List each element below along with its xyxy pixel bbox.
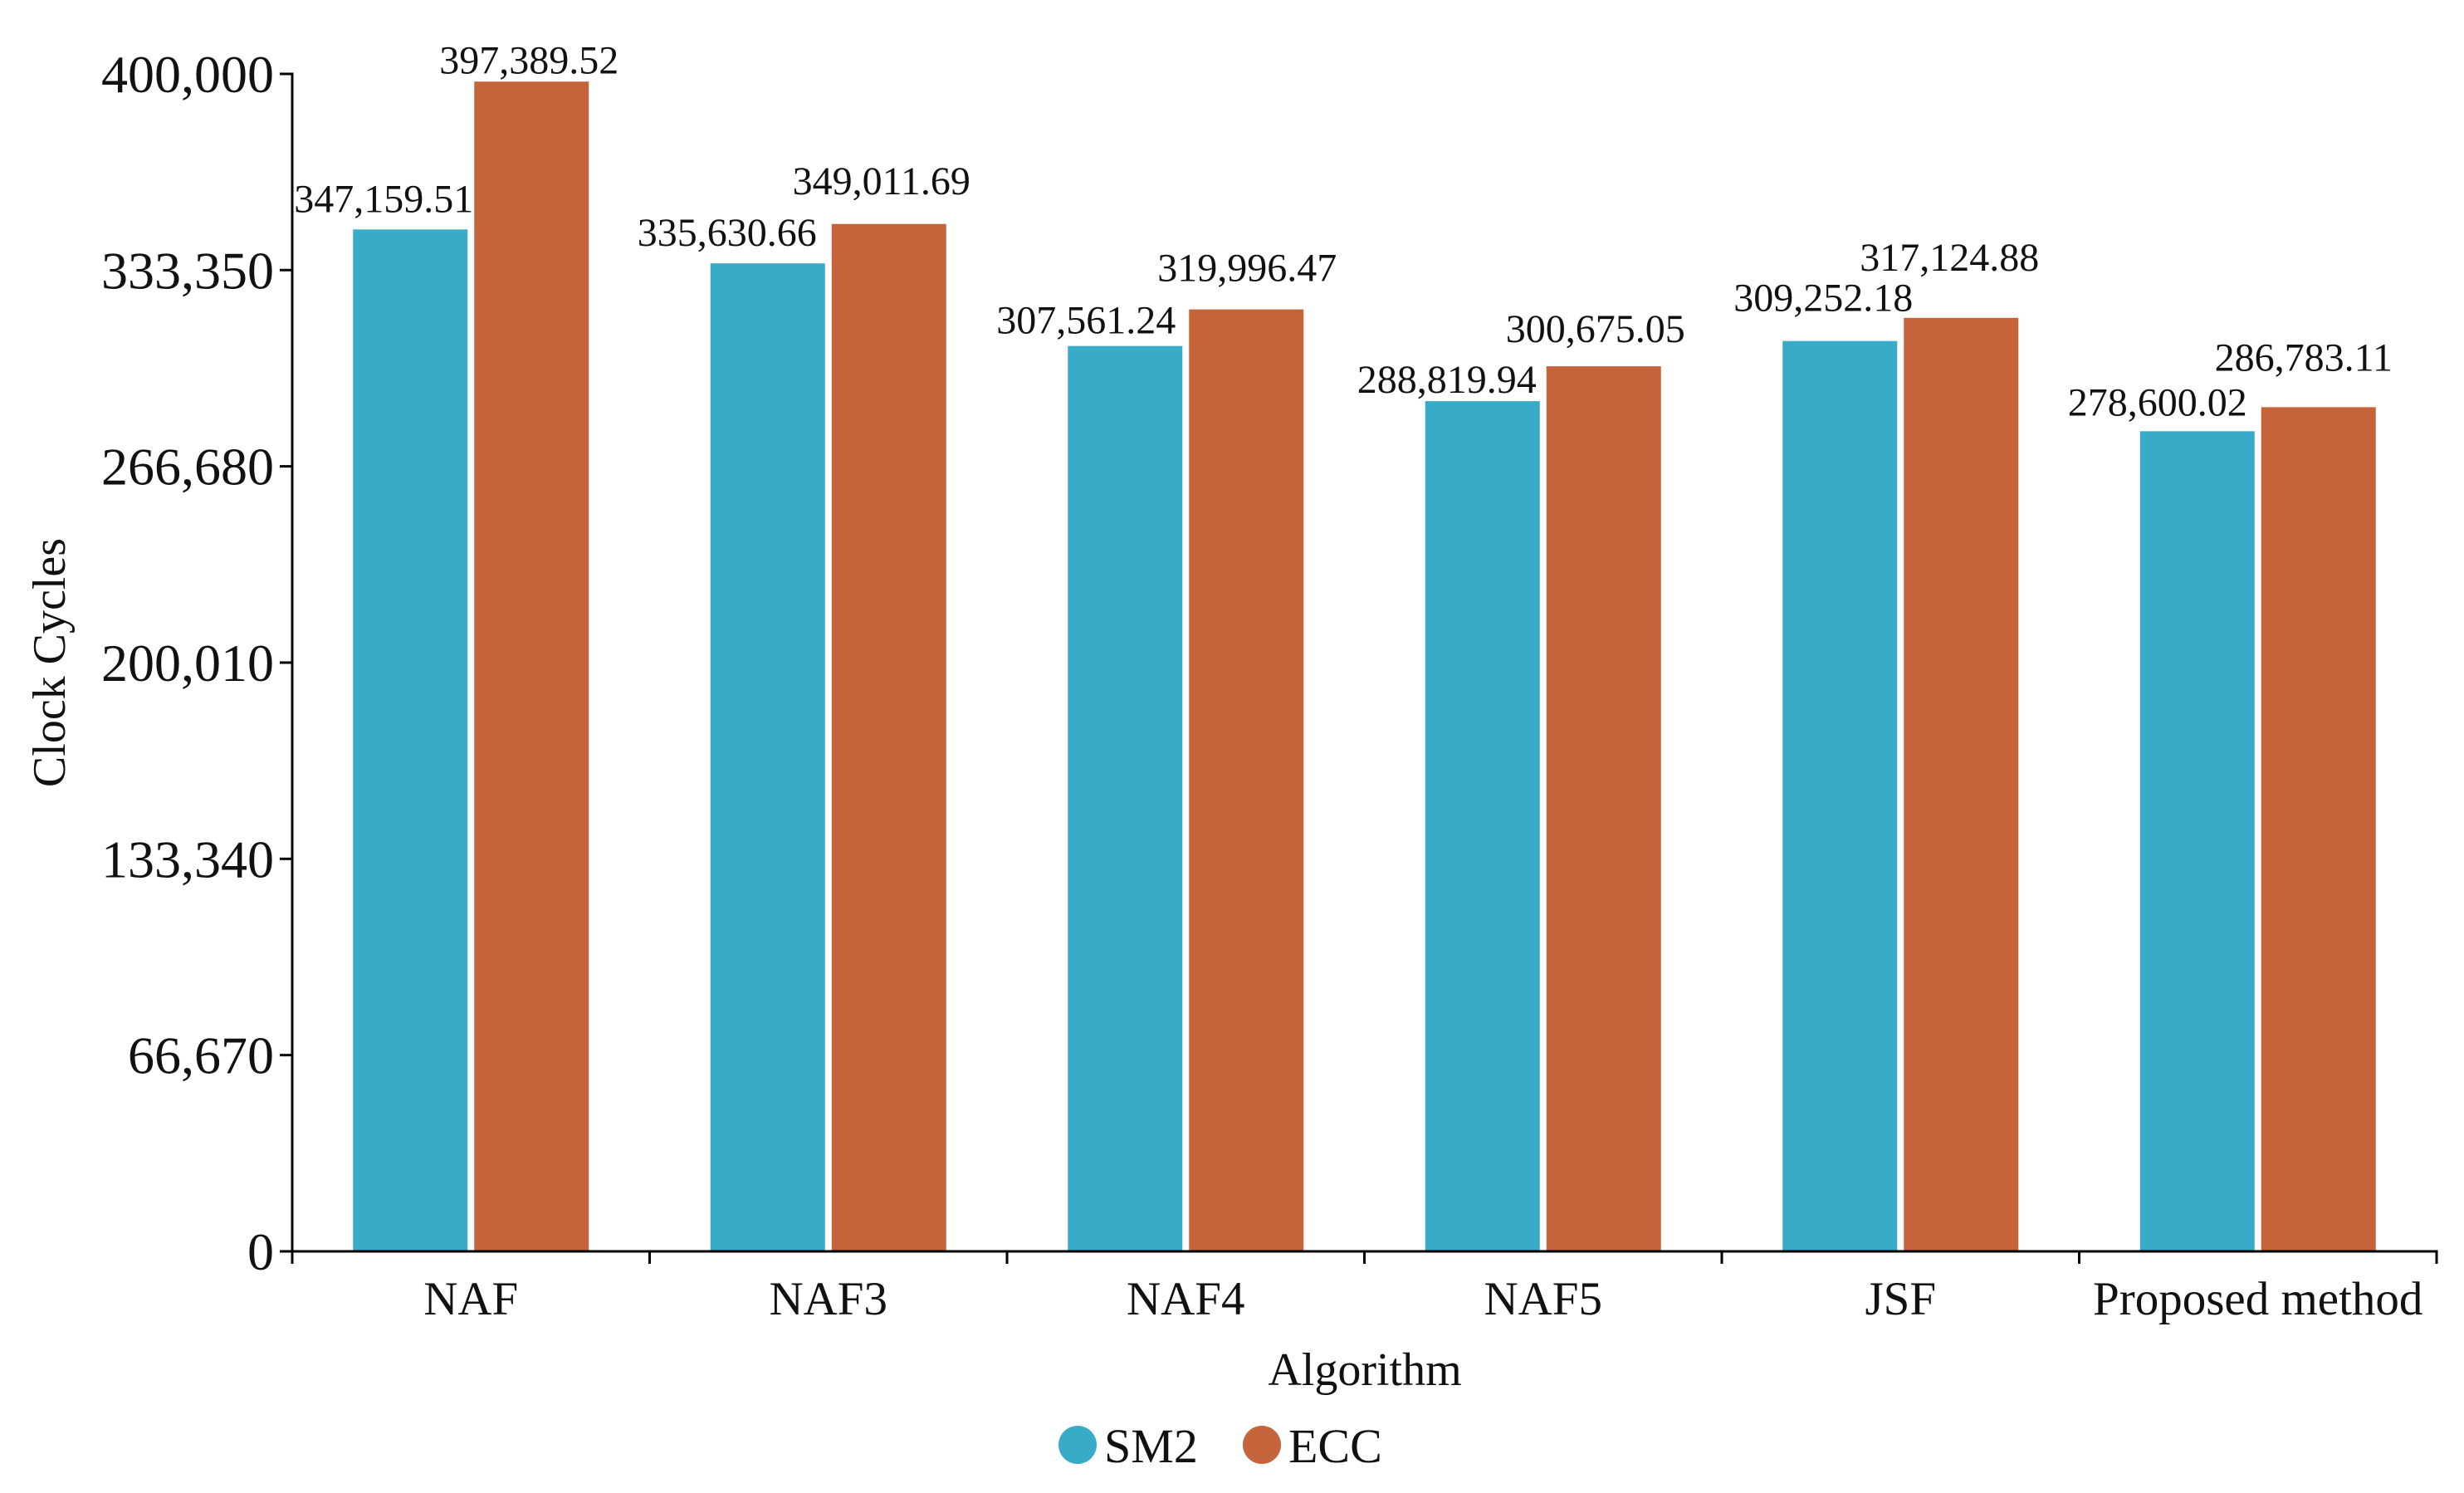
data-label-sm2-naf3: 335,630.66 <box>638 211 817 255</box>
data-label-ecc-naf4: 319,996.47 <box>1157 247 1337 291</box>
bar-ecc-jsf <box>1904 317 2019 1251</box>
y-tick-label: 0 <box>247 1222 274 1281</box>
legend-item-ecc: ECC <box>1243 1419 1382 1473</box>
bar-sm2-proposed-method <box>2139 431 2255 1251</box>
data-label-ecc-proposed-method: 286,783.11 <box>2215 335 2393 379</box>
x-tick-label-naf5: NAF5 <box>1484 1273 1602 1325</box>
x-ticks-group: NAF NAF3 NAF4 NAF5 JSF Proposed method <box>291 1251 2438 1325</box>
y-ticks-group: 0 66,670 133,340 200,010 266,680 333,350 400,0… <box>101 45 292 1281</box>
legend: SM2 ECC <box>1058 1419 1382 1473</box>
bar-sm2-naf <box>353 229 468 1251</box>
x-tick-label-naf3: NAF3 <box>769 1273 887 1325</box>
x-axis-title: Algorithm <box>1268 1344 1461 1396</box>
bar-sm2-jsf <box>1782 340 1898 1252</box>
x-tick-label-jsf: JSF <box>1865 1273 1936 1325</box>
y-tick-label: 200,010 <box>101 634 274 693</box>
y-axis-title: Clock Cycles <box>24 538 76 787</box>
y-tick-label: 66,670 <box>128 1026 274 1085</box>
legend-item-sm2: SM2 <box>1058 1419 1198 1473</box>
y-tick-label: 400,000 <box>101 45 274 104</box>
y-tick-label: 133,340 <box>101 830 274 888</box>
data-label-sm2-naf5: 288,819.94 <box>1357 358 1537 402</box>
data-label-sm2-naf: 347,159.51 <box>294 177 473 221</box>
bar-ecc-naf4 <box>1189 309 1304 1251</box>
data-label-ecc-naf3: 349,011.69 <box>793 159 970 203</box>
data-label-ecc-jsf: 317,124.88 <box>1860 236 2039 280</box>
bar-ecc-naf <box>474 81 589 1251</box>
x-tick-label-proposed-method: Proposed method <box>2093 1273 2422 1325</box>
y-tick-label: 333,350 <box>101 241 274 300</box>
bar-sm2-naf5 <box>1425 401 1540 1251</box>
legend-swatch-ecc <box>1243 1426 1281 1464</box>
data-label-sm2-proposed-method: 278,600.02 <box>2068 380 2247 424</box>
data-label-sm2-naf4: 307,561.24 <box>996 299 1176 343</box>
data-label-sm2-jsf: 309,252.18 <box>1733 277 1913 321</box>
data-label-ecc-naf5: 300,675.05 <box>1506 307 1685 351</box>
legend-label-sm2: SM2 <box>1104 1419 1198 1473</box>
bar-sm2-naf3 <box>710 263 825 1252</box>
x-tick-label-naf: NAF <box>423 1273 518 1325</box>
y-tick-label: 266,680 <box>101 438 274 497</box>
bars-group <box>353 81 2376 1252</box>
x-tick-label-naf4: NAF4 <box>1127 1273 1245 1325</box>
bar-ecc-proposed-method <box>2261 407 2376 1252</box>
legend-swatch-sm2 <box>1058 1426 1097 1464</box>
bar-ecc-naf5 <box>1546 366 1661 1251</box>
legend-label-ecc: ECC <box>1288 1419 1382 1473</box>
bar-ecc-naf3 <box>831 223 946 1251</box>
data-label-ecc-naf: 397,389.52 <box>439 38 618 82</box>
data-labels-group: 347,159.51 335,630.66 307,561.24 288,819.94… <box>294 38 2393 424</box>
bar-sm2-naf4 <box>1068 345 1183 1252</box>
